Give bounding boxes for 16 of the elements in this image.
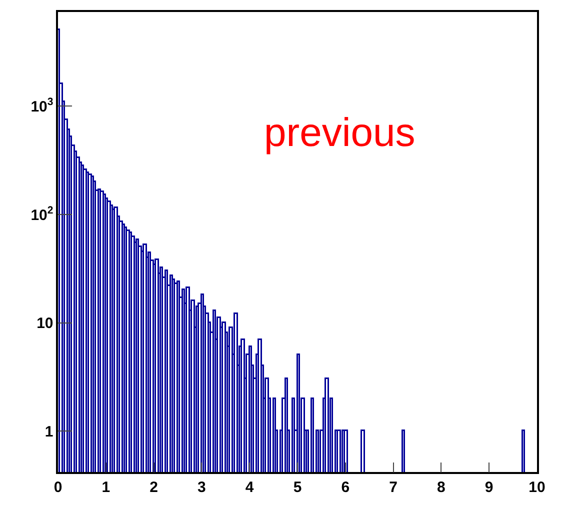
x-tick-label: 9 xyxy=(484,478,494,496)
x-tick-label: 3 xyxy=(198,478,206,496)
y-tick-label: 1 xyxy=(44,423,54,440)
annotation: previous xyxy=(264,111,416,155)
x-tick-label: 7 xyxy=(389,478,398,496)
x-tick-label: 4 xyxy=(245,478,254,496)
x-tick-label: 0 xyxy=(54,478,62,496)
x-tick-label: 5 xyxy=(293,478,302,496)
y-tick-label: 10$^{3}$ xyxy=(30,96,54,116)
x-tick-label: 10 xyxy=(528,478,546,496)
x-tick-label: 6 xyxy=(341,478,350,496)
x-tick-label: 2 xyxy=(150,478,158,496)
x-tick-label: 8 xyxy=(437,478,446,496)
x-tick-label: 1 xyxy=(102,478,110,496)
y-tick-label: 10 xyxy=(36,315,54,332)
y-tick-label: 10$^{2}$ xyxy=(30,204,54,224)
